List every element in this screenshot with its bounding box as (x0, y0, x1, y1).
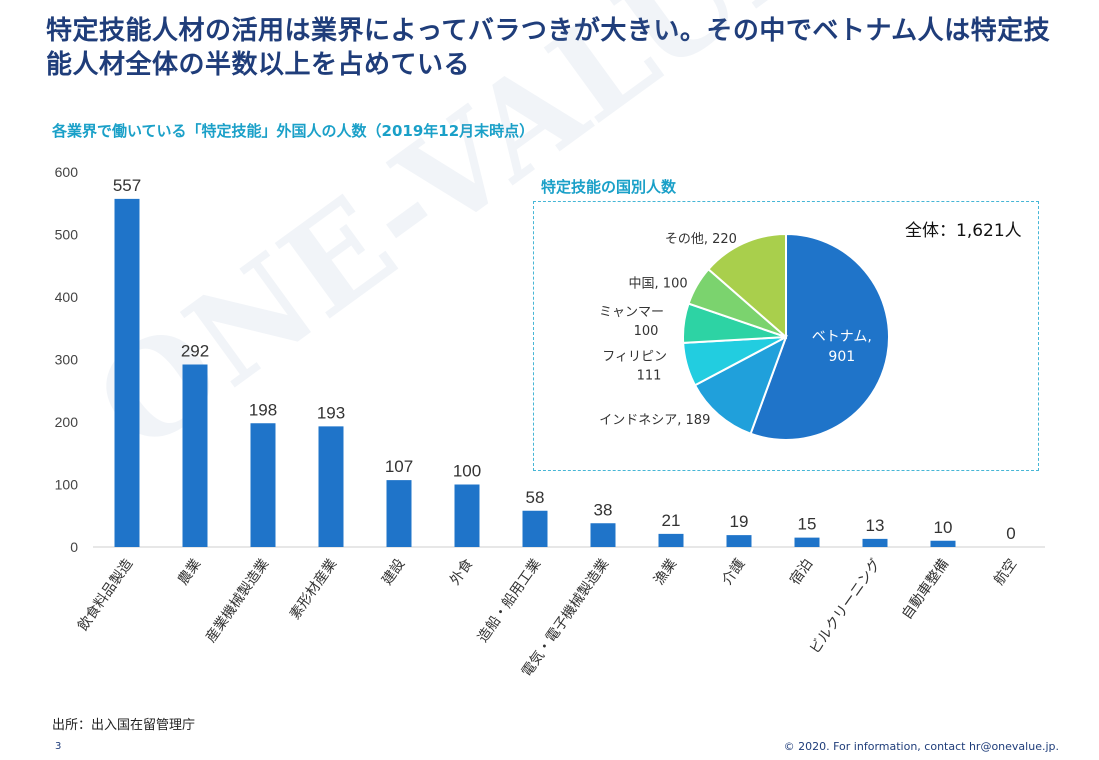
bar-value-label: 100 (453, 462, 481, 481)
x-category-label: 宿泊 (786, 556, 816, 589)
bar-value-label: 19 (730, 512, 749, 531)
pie-slice-value: 189 (686, 413, 711, 428)
y-tick-label: 0 (70, 539, 78, 555)
pie-slice-label: ミャンマー (599, 305, 664, 320)
pie-slice-label: その他, 220 (665, 232, 737, 247)
bar (726, 535, 752, 547)
y-tick-label: 100 (55, 477, 79, 493)
x-category-label: 農業 (175, 556, 204, 588)
bar-value-label: 198 (249, 400, 277, 419)
bar (250, 423, 276, 547)
bar-value-label: 557 (113, 176, 141, 195)
bar (454, 484, 480, 547)
bar (386, 480, 412, 547)
bar (590, 523, 616, 547)
pie-slice-label: フィリピン (602, 349, 667, 364)
bar (794, 537, 820, 547)
bar-value-label: 0 (1006, 524, 1015, 543)
pie-slice-value: 901 (828, 349, 855, 365)
x-category-label: 漁業 (651, 556, 680, 588)
x-category-label: 航空 (991, 556, 1020, 588)
pie-slice-label: 中国, 100 (629, 276, 688, 291)
bar-value-label: 58 (526, 488, 545, 507)
bar-value-label: 107 (385, 457, 413, 476)
pie-slice-label: ベトナム, (812, 329, 872, 345)
y-tick-label: 600 (55, 164, 79, 180)
bar (114, 198, 140, 547)
x-category-label: 建設 (379, 556, 408, 588)
x-category-label: ビルクリーニング (807, 556, 884, 657)
bar-value-label: 292 (181, 342, 209, 361)
pie-slice-value: 100 (663, 276, 688, 291)
page-number: 3 (55, 741, 62, 752)
pie-slice-value: 220 (712, 232, 737, 247)
bar-chart-title: 各業界で働いている「特定技能」外国人の人数（2019年12月末時点） (52, 122, 535, 140)
x-category-label: 介護 (719, 556, 748, 588)
bar-value-label: 193 (317, 403, 345, 422)
bar-value-label: 38 (594, 500, 613, 519)
bar (318, 426, 344, 547)
pie-chart-frame (533, 201, 1039, 471)
x-category-label: 産業機械製造業 (203, 556, 272, 645)
bar-chart: 0100200300400500600557飲食料品製造292農業198産業機械… (55, 164, 1045, 680)
x-category-label: 素形材産業 (287, 556, 340, 623)
x-category-label: 外食 (446, 556, 476, 589)
bar (862, 538, 888, 547)
pie-slice (749, 232, 890, 441)
bar-value-label: 15 (798, 515, 817, 534)
pie-slice-value: 111 (637, 368, 662, 383)
bar (930, 540, 956, 547)
pie-total-annotation: 全体：1,621人 (905, 221, 1022, 241)
pie-chart-title: 特定技能の国別人数 (541, 178, 677, 196)
pie-slice (707, 232, 787, 340)
y-tick-label: 400 (55, 289, 79, 305)
bar-value-label: 21 (662, 511, 681, 530)
y-tick-label: 300 (55, 352, 79, 368)
bar (522, 510, 548, 547)
y-tick-label: 200 (55, 414, 79, 430)
bar (658, 533, 684, 547)
pie-slice-label: インドネシア, 189 (599, 413, 710, 428)
x-category-label: 飲食料品製造 (74, 556, 136, 635)
bar-value-label: 13 (866, 516, 885, 535)
x-category-label: 自動車整備 (898, 556, 952, 623)
y-tick-label: 500 (55, 227, 79, 243)
page-title: 特定技能人材の活用は業界によってバラつきが大きい。その中でベトナム人は特定技能人… (46, 16, 1051, 80)
pie-slice-value: 100 (634, 324, 659, 339)
bar-value-label: 10 (934, 518, 953, 537)
source-note: 出所：出入国在留管理庁 (52, 718, 196, 733)
pie-slice (693, 334, 788, 436)
copyright-notice: © 2020. For information, contact hr@onev… (783, 740, 1059, 753)
bar (182, 364, 208, 547)
x-category-label: 造船・船用工業 (475, 556, 544, 645)
